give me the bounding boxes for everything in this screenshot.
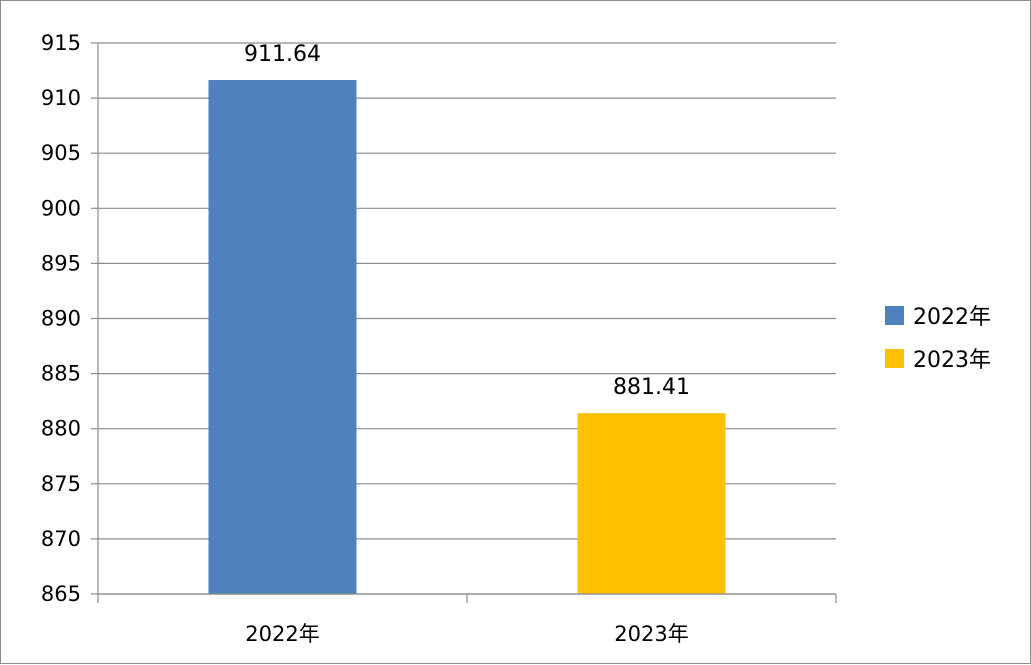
y-tick-label: 885 [41, 362, 81, 386]
y-tick-label: 915 [41, 31, 81, 55]
y-tick-label: 905 [41, 141, 81, 165]
y-axis: 865 870 875 880 885 890 895 900 905 910 915 [41, 31, 99, 606]
x-axis: 2022年 2023年 [97, 593, 837, 646]
data-label: 911.64 [244, 42, 321, 67]
y-tick-label: 895 [41, 251, 81, 275]
y-tick-label: 880 [41, 417, 81, 441]
x-tick-label: 2022年 [245, 622, 319, 646]
y-tick-label: 875 [41, 472, 81, 496]
legend-swatch [885, 306, 904, 325]
y-tick-label: 870 [41, 527, 81, 551]
y-tick-label: 900 [41, 196, 81, 220]
y-tick-label: 910 [41, 86, 81, 110]
bar-2022年 [208, 80, 357, 594]
bar-2023年 [577, 413, 726, 594]
bars: 911.64 881.41 [208, 42, 726, 594]
legend-label: 2023年 [913, 348, 991, 373]
legend-label: 2022年 [913, 305, 991, 330]
data-label: 881.41 [613, 375, 690, 400]
legend-swatch [885, 349, 904, 368]
legend: 2022年 2023年 [885, 305, 991, 373]
y-tick-label: 890 [41, 307, 81, 331]
y-tick-label: 865 [41, 582, 81, 606]
x-tick-label: 2023年 [614, 622, 688, 646]
